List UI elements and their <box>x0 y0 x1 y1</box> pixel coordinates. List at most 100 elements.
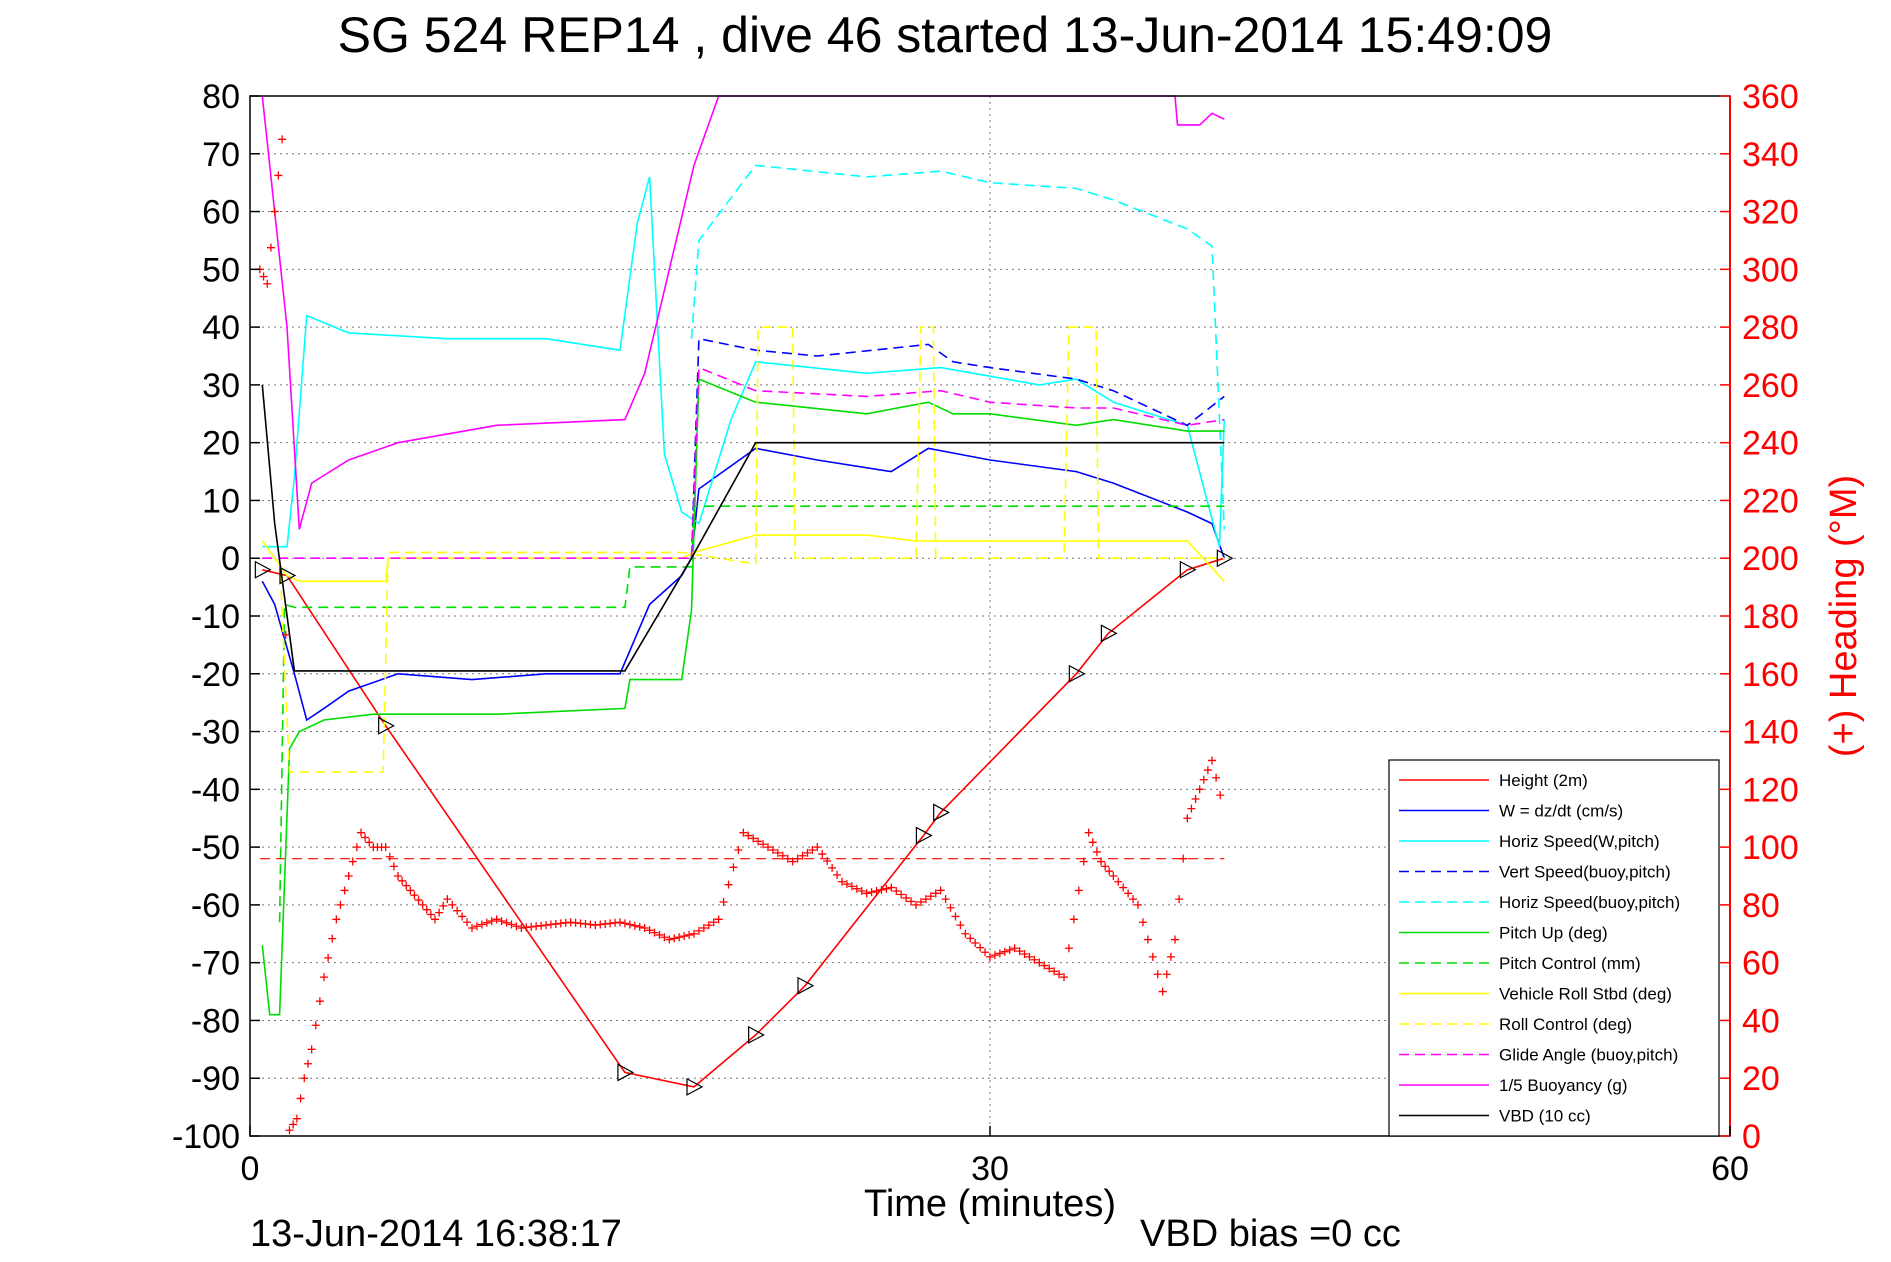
heading-point <box>704 921 713 930</box>
heading-point <box>729 863 738 872</box>
heading-point <box>1097 857 1105 866</box>
heading-point <box>808 846 817 854</box>
heading-point <box>956 921 965 930</box>
heading-point <box>1055 970 1064 979</box>
heading-point <box>468 924 476 932</box>
y-left-tick-label: -100 <box>172 1118 240 1156</box>
heading-point <box>793 854 802 863</box>
heading-point <box>352 843 361 852</box>
heading-point <box>680 932 689 941</box>
y-right-tick-label: 180 <box>1742 598 1799 636</box>
heading-point <box>650 928 659 937</box>
series-horiz_w <box>262 176 1226 548</box>
heading-point <box>453 906 462 915</box>
series-height <box>262 557 1225 1088</box>
heading-point <box>270 207 279 216</box>
legend-entry: 1/5 Buoyancy (g) <box>1499 1076 1628 1095</box>
heading-point <box>694 926 703 935</box>
y-left-tick-label: 50 <box>202 251 240 289</box>
y-right-tick-label: 240 <box>1742 425 1799 463</box>
heading-point <box>1050 967 1059 976</box>
heading-point <box>487 917 496 926</box>
legend-entry: Height (2m) <box>1499 771 1588 790</box>
heading-point <box>492 915 501 924</box>
heading-point <box>616 918 624 927</box>
heading-point <box>685 930 694 939</box>
heading-point <box>497 917 506 926</box>
heading-point <box>1035 958 1044 967</box>
heading-point <box>966 934 975 943</box>
y-left-tick-label: 70 <box>202 136 240 174</box>
heading-point <box>328 934 337 943</box>
heading-point <box>336 900 345 909</box>
heading-point <box>292 1114 301 1123</box>
heading-point <box>818 850 827 859</box>
heading-point <box>311 1021 320 1030</box>
y-right-tick-label: 360 <box>1742 78 1799 116</box>
y-left-tick-label: 80 <box>202 78 240 116</box>
heading-point <box>971 939 980 948</box>
series-roll_control <box>278 326 1225 773</box>
y-right-tick-label: 20 <box>1742 1060 1780 1098</box>
series-vert_buoy <box>690 337 1225 559</box>
y-right-tick-label: 200 <box>1742 540 1799 578</box>
heading-point <box>912 900 920 909</box>
heading-point <box>1084 828 1093 837</box>
heading-point <box>1030 955 1039 964</box>
heading-point <box>630 921 639 930</box>
heading-point <box>274 171 283 180</box>
heading-point <box>389 862 398 871</box>
heading-point <box>773 848 782 857</box>
heading-point <box>266 243 275 252</box>
heading-point <box>340 886 349 895</box>
heading-point <box>1074 886 1083 895</box>
axis-ticks: 80706050403020100-10-20-30-40-50-60-70-8… <box>172 78 1799 1188</box>
heading-point <box>263 279 272 288</box>
heading-point <box>842 880 851 889</box>
series-pitch_control <box>278 505 1225 923</box>
legend-entry: Vert Speed(buoy,pitch) <box>1499 863 1671 882</box>
heading-point <box>385 852 394 861</box>
heading-point <box>892 887 901 896</box>
y-left-tick-label: 30 <box>202 367 240 405</box>
y-left-tick-label: -90 <box>191 1060 240 1098</box>
heading-point <box>882 884 891 893</box>
heading-point <box>1000 947 1009 956</box>
y-right-tick-label: 300 <box>1742 251 1799 289</box>
heading-point <box>1195 785 1204 794</box>
heading-point <box>744 831 753 840</box>
x-tick-label: 60 <box>1711 1150 1749 1188</box>
heading-point <box>749 834 758 843</box>
heading-point <box>406 886 415 895</box>
series-roll <box>261 534 1225 583</box>
heading-point <box>1069 915 1078 924</box>
heading-point <box>1129 895 1138 904</box>
heading-point <box>724 880 733 889</box>
height-marker <box>748 1025 765 1044</box>
heading-point <box>289 1120 298 1129</box>
height-marker <box>279 566 297 585</box>
heading-point <box>675 933 684 942</box>
heading-point <box>1166 952 1175 961</box>
heading-point <box>1138 918 1147 927</box>
heading-point <box>867 888 876 897</box>
heading-point <box>1119 883 1128 892</box>
heading-point <box>714 915 723 924</box>
heading-point <box>1005 945 1014 954</box>
heading-point <box>1025 952 1034 961</box>
y-left-tick-label: 40 <box>202 309 240 347</box>
x-tick-label: 0 <box>241 1150 260 1188</box>
height-marker <box>617 1063 635 1082</box>
heading-point <box>348 857 357 866</box>
height-marker <box>1179 560 1197 579</box>
heading-point <box>443 895 452 904</box>
y-right-tick-label: 340 <box>1742 136 1799 174</box>
legend-entry: VBD (10 cc) <box>1499 1107 1591 1126</box>
heading-point <box>1010 944 1019 953</box>
heading-point <box>414 896 423 905</box>
heading-point <box>1191 794 1200 803</box>
y-right-tick-label: 280 <box>1742 309 1799 347</box>
heading-point <box>1045 964 1054 973</box>
heading-point <box>1105 867 1114 876</box>
